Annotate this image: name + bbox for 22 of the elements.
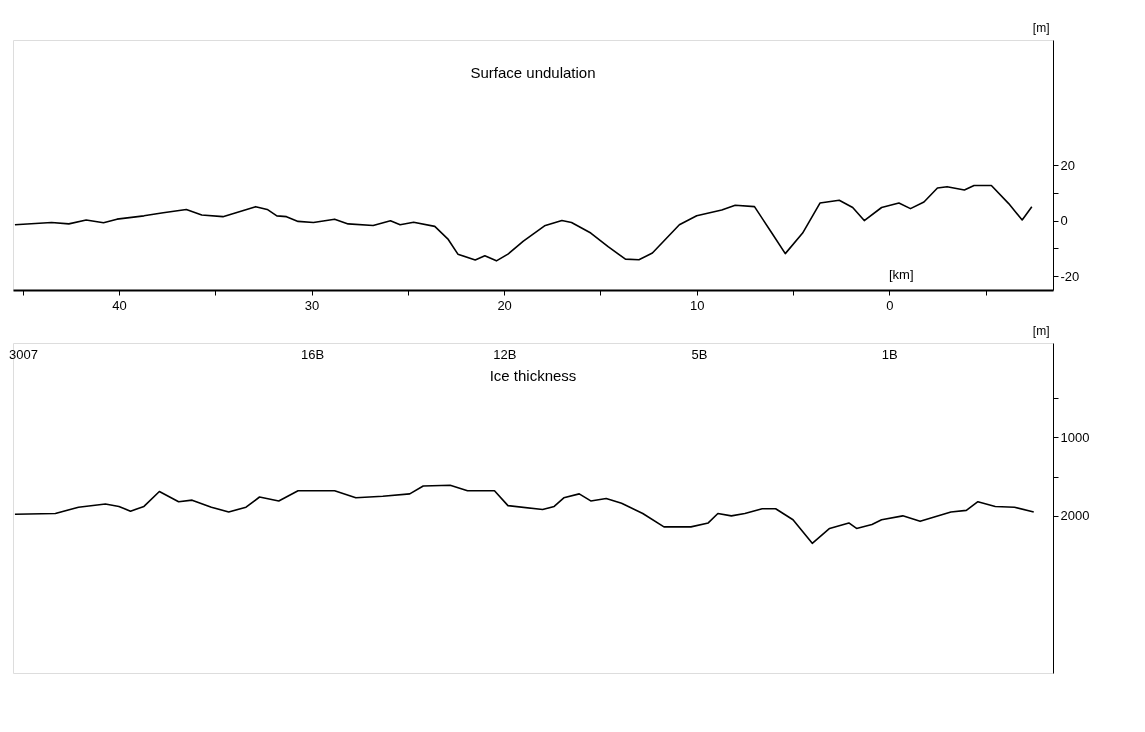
- y-tick-label: -20: [1060, 268, 1080, 284]
- y-axis-title: [m]: [1032, 20, 1050, 35]
- annotation: 12B: [493, 347, 517, 362]
- y-tick-label: 2000: [1060, 508, 1090, 524]
- y-axis-title: [m]: [1032, 323, 1050, 338]
- annotation: 5B: [691, 347, 708, 362]
- x-tick-label: 0: [886, 297, 894, 313]
- y-tick-label: 20: [1060, 157, 1075, 173]
- x-axis-title: [km]: [888, 266, 914, 282]
- text: Ice thickness: [489, 367, 577, 384]
- x-tick-label: 40: [112, 297, 127, 313]
- line-series: [14, 184, 1033, 262]
- annotation: 3007: [8, 347, 38, 362]
- y-tick-label: 1000: [1060, 429, 1090, 445]
- x-tick-label: 30: [304, 297, 320, 313]
- annotation: 16B: [300, 347, 325, 362]
- x-tick-label: 20: [497, 297, 512, 313]
- y-tick-label: 0: [1060, 213, 1068, 229]
- line-series: [14, 484, 1035, 545]
- text: Surface undulation: [470, 64, 596, 81]
- annotation: 1B: [881, 347, 898, 362]
- x-tick-label: 10: [689, 297, 705, 313]
